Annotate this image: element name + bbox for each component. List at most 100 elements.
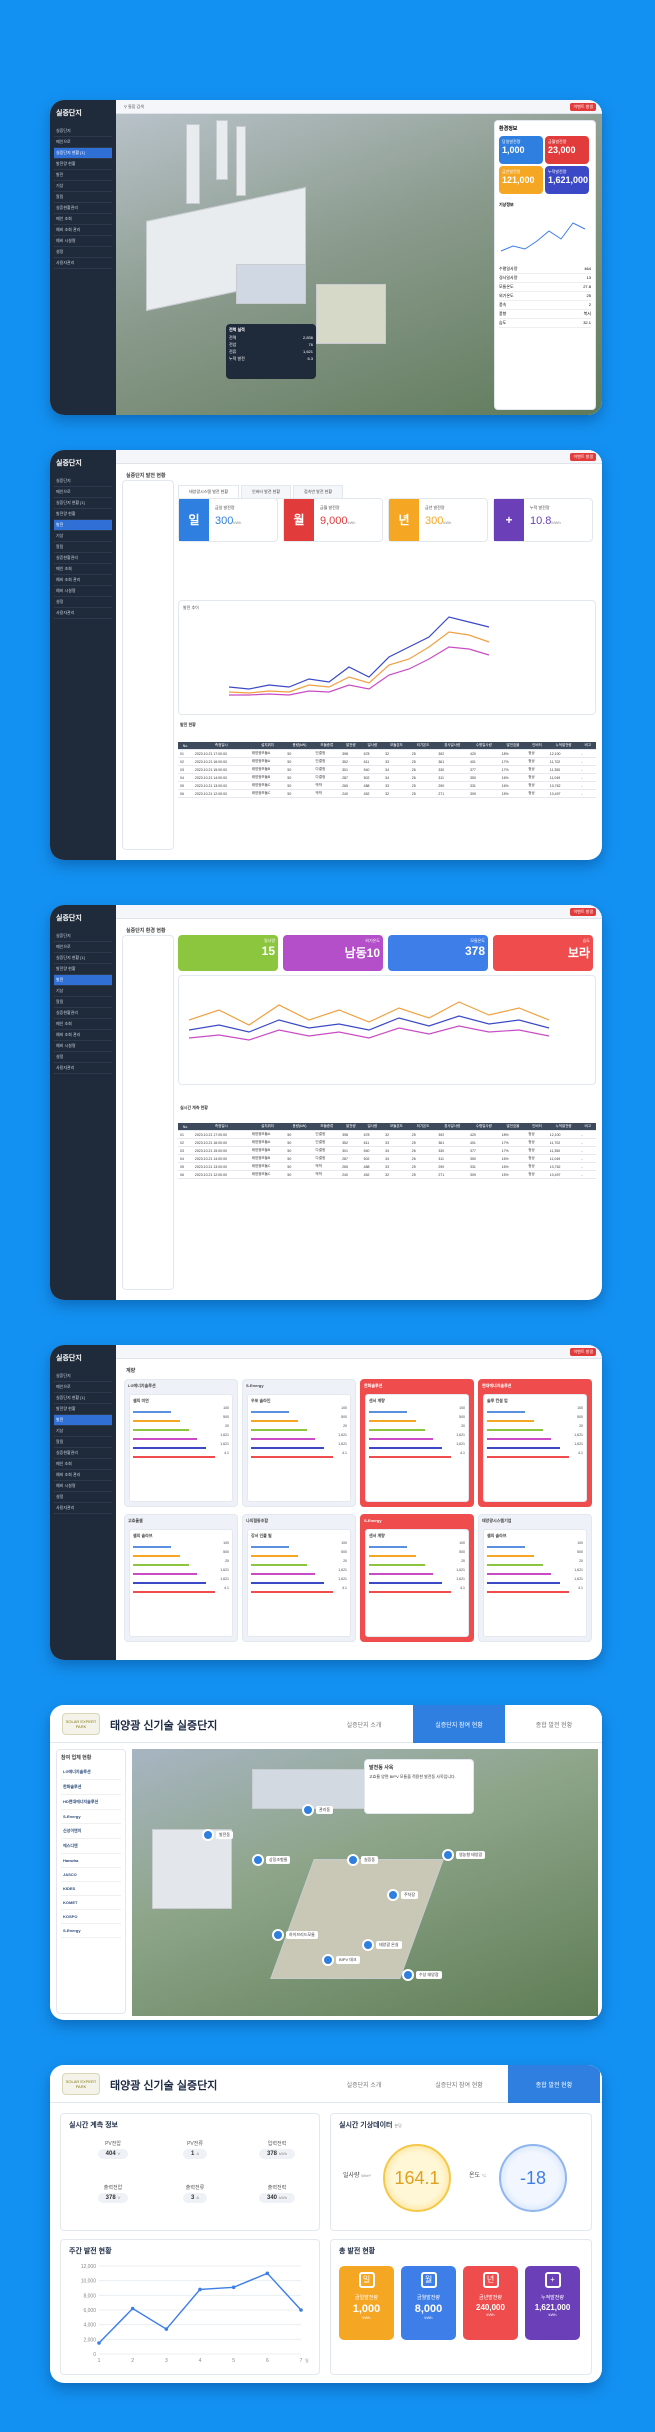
map-label[interactable]: 실증동	[361, 1856, 379, 1864]
sidebar-item[interactable]: 메인으로	[54, 942, 112, 953]
firm-logo[interactable]: KIDES	[61, 1882, 121, 1896]
sidebar-item[interactable]: 메인 조회	[54, 1459, 112, 1470]
data-point[interactable]	[265, 2271, 270, 2276]
firm-logo[interactable]: KOMET	[61, 1896, 121, 1910]
sidebar-item[interactable]: 기상	[54, 986, 112, 997]
sidebar-item[interactable]: 사용자관리	[54, 258, 112, 269]
sidebar-item[interactable]: 알림	[54, 542, 112, 553]
map-pin[interactable]	[272, 1929, 284, 1941]
alert-button[interactable]: 이벤트 발생	[570, 103, 596, 111]
sidebar-item[interactable]: 예비 시설명	[54, 1041, 112, 1052]
column-header[interactable]: 발전량	[340, 1123, 362, 1131]
sidebar-item[interactable]: 예비 조회 관리	[54, 225, 112, 236]
sidebar-item[interactable]: 설정	[54, 247, 112, 258]
firm-logo[interactable]: 신성이엔지	[61, 1824, 121, 1839]
column-header[interactable]: 일사량	[361, 1123, 384, 1131]
nav-tab[interactable]: 종합 발전 현황	[535, 1723, 573, 1729]
sidebar-item[interactable]: 실증단지 현황 [1]	[54, 953, 112, 964]
meter-card[interactable]: 셀의 미연 100 500 20 1,621 1,621 4.1	[129, 1394, 233, 1502]
column-header[interactable]: 외기온도	[409, 1123, 437, 1131]
column-header[interactable]: 비고	[579, 742, 596, 750]
sidebar-item[interactable]: 발전	[54, 1415, 112, 1426]
column-header[interactable]: 설치위치	[249, 742, 286, 750]
sidebar-item[interactable]: 메인 조회	[54, 1019, 112, 1030]
nav-tab[interactable]: 실증단지 소개	[346, 1723, 382, 1729]
sidebar-item[interactable]: 예비 시설명	[54, 236, 112, 247]
meter-card[interactable]: 센서 계량 100 500 20 1,621 1,621 4.1	[365, 1529, 469, 1637]
sidebar-item[interactable]: 예비 조회 관리	[54, 575, 112, 586]
table-row[interactable]: 05 2023.10.21 13:00:00 태양광모듈C 50 박막 265 488 33 2…	[178, 781, 596, 790]
sidebar-item[interactable]: 기상	[54, 531, 112, 542]
meter-card[interactable]: 우포 솔라인 100 500 20 1,621 1,621 4.1	[247, 1394, 351, 1502]
table-row[interactable]: 01 2023.10.21 17:00:00 태양광모듈A 50 단결정 398 678 32…	[178, 1130, 596, 1139]
sidebar-item[interactable]: 메인 조회	[54, 214, 112, 225]
data-point[interactable]	[130, 2306, 135, 2311]
sidebar-item[interactable]: 알림	[54, 997, 112, 1008]
column-header[interactable]: 발전량	[340, 742, 362, 750]
table-row[interactable]: 01 2023.10.21 17:00:00 태양광모듈A 50 단결정 398 678 32…	[178, 749, 596, 758]
sidebar-item[interactable]: 기상	[54, 181, 112, 192]
sidebar-item[interactable]: 메인으로	[54, 137, 112, 148]
map-pin[interactable]	[442, 1849, 454, 1861]
map-pin[interactable]	[347, 1854, 359, 1866]
table-row[interactable]: 04 2023.10.21 14:00:00 태양광모듈B 50 다결정 287 502 34…	[178, 773, 596, 782]
sidebar-item[interactable]: 예비 시설명	[54, 586, 112, 597]
table-row[interactable]: 02 2023.10.21 16:00:00 태양광모듈A 50 단결정 352 611 33…	[178, 757, 596, 766]
sidebar-item[interactable]: 예비 조회 관리	[54, 1030, 112, 1041]
firm-logo[interactable]: Hanwha	[61, 1854, 121, 1868]
sidebar-item[interactable]: 예비 조회 관리	[54, 1470, 112, 1481]
firm-logo[interactable]: JASCO	[61, 1868, 121, 1882]
map-label[interactable]: 발전동	[216, 1831, 234, 1839]
map-label[interactable]: 상징조형물	[266, 1856, 291, 1864]
sidebar-item[interactable]: 실증현황관리	[54, 553, 112, 564]
data-point[interactable]	[231, 2285, 236, 2290]
sidebar-item[interactable]: 실증단지	[54, 476, 112, 487]
map-pin[interactable]	[202, 1829, 214, 1841]
sidebar-item[interactable]: 발전	[54, 975, 112, 986]
map-pin[interactable]	[402, 1969, 414, 1981]
table-row[interactable]: 05 2023.10.21 13:00:00 태양광모듈C 50 박막 265 488 33 2…	[178, 1162, 596, 1171]
table-row[interactable]: 03 2023.10.21 15:00:00 태양광모듈B 50 다결정 301 540 34…	[178, 765, 596, 774]
column-header[interactable]: 모듈종류	[313, 1123, 341, 1131]
map-pin[interactable]	[322, 1954, 334, 1966]
meter-card[interactable]: 셀의 솔라브 100 500 20 1,621 1,621 4.1	[483, 1529, 587, 1637]
search-icon[interactable]: ⚲	[124, 104, 127, 109]
sidebar-item[interactable]: 실증단지 현황 [1]	[54, 1393, 112, 1404]
column-header[interactable]: 모듈종류	[313, 742, 341, 750]
firm-logo[interactable]: HD현대에너지솔루션	[61, 1795, 121, 1810]
column-header[interactable]: No.	[178, 742, 193, 750]
column-header[interactable]: 측정일시	[192, 1123, 250, 1131]
map-label[interactable]: 수상 태양광	[416, 1971, 442, 1979]
sidebar-item[interactable]: 메인으로	[54, 487, 112, 498]
map-label[interactable]: 영농형 태양광	[456, 1851, 486, 1859]
column-header[interactable]: 측정일시	[192, 742, 250, 750]
site-3d-map[interactable]: 발전동 상징조형물 관리동 실증동 주차장 하이브리드모듈 BIPV 데크 태양광 온실 수상 …	[132, 1749, 598, 2016]
column-header[interactable]: 용량(kW)	[285, 742, 314, 750]
sidebar-item[interactable]: 발전	[54, 520, 112, 531]
firm-logo[interactable]: S-Energy	[61, 1810, 121, 1824]
nav-tab[interactable]: 종합 발전 현황	[508, 2065, 600, 2103]
map-pin[interactable]	[362, 1939, 374, 1951]
sidebar-item[interactable]: 알림	[54, 192, 112, 203]
sidebar-item[interactable]: 실증단지	[54, 126, 112, 137]
data-point[interactable]	[299, 2308, 303, 2312]
nav-tab[interactable]: 실증단지 참여 현황	[413, 1705, 505, 1743]
table-row[interactable]: 06 2023.10.21 12:00:00 태양광모듈C 50 박막 240 452 32 2…	[178, 1170, 596, 1179]
map-label[interactable]: 관리동	[316, 1806, 334, 1814]
sidebar-item[interactable]: 기상	[54, 1426, 112, 1437]
map-label[interactable]: 태양광 온실	[376, 1941, 402, 1949]
firm-logo[interactable]: LG에너지솔루션	[61, 1765, 121, 1780]
sidebar-item[interactable]: 발전량 현황	[54, 159, 112, 170]
sidebar-item[interactable]: 예비 시설명	[54, 1481, 112, 1492]
sidebar-item[interactable]: 실증단지 현황 [1]	[54, 148, 112, 159]
sidebar-item[interactable]: 설정	[54, 597, 112, 608]
meter-card[interactable]: 강서 인플 빌 100 500 20 1,621 1,621 4.1	[247, 1529, 351, 1637]
column-header[interactable]: 인버터	[526, 742, 548, 750]
tab[interactable]: 태양광시스템 발전 현황	[178, 485, 240, 499]
data-point[interactable]	[198, 2287, 202, 2292]
sidebar-item[interactable]: 실증단지 현황 [1]	[54, 498, 112, 509]
firm-logo[interactable]: 에스디엔	[61, 1839, 121, 1854]
map-pin[interactable]	[252, 1854, 264, 1866]
sidebar-item[interactable]: 사용자관리	[54, 608, 112, 619]
sidebar-item[interactable]: 사용자관리	[54, 1503, 112, 1514]
